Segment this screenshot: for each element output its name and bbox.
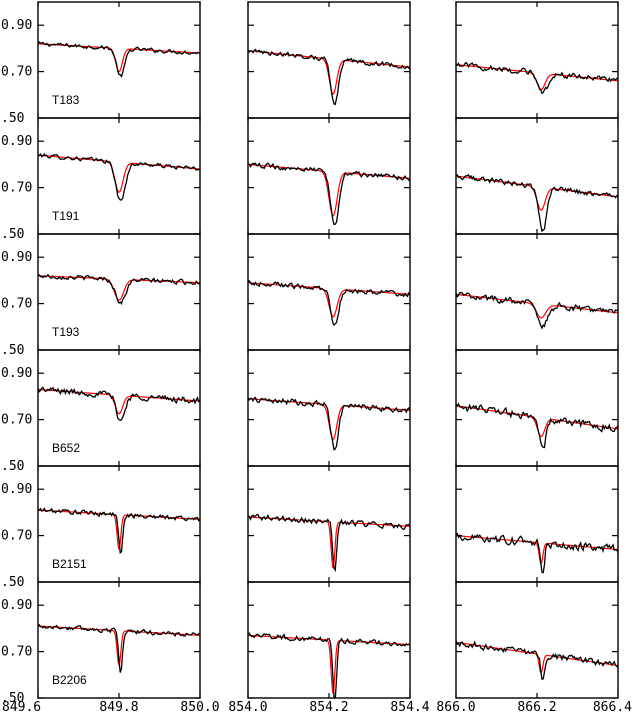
- y-tick-label: 0.70: [1, 181, 32, 196]
- model-line-B2151-col2: [248, 516, 410, 569]
- panel-B2151-col2: [247, 465, 411, 583]
- panel-T183-col2: [247, 1, 411, 119]
- observed-line-T183-col2: [248, 48, 410, 106]
- star-label-T191: T191: [52, 209, 80, 223]
- y-tick-label: .50: [1, 227, 24, 242]
- star-label-B2151: B2151: [52, 557, 87, 571]
- observed-line-T193-col3: [456, 291, 618, 330]
- observed-line-B2206-col2: [248, 632, 410, 698]
- y-tick-label: 0.70: [1, 65, 32, 80]
- x-tick-label: 854.0: [228, 700, 267, 715]
- model-line-B652-col3: [456, 405, 618, 438]
- observed-line-B2151-col2: [248, 513, 410, 573]
- y-tick-label: 0.90: [1, 18, 32, 33]
- panel-frame: [247, 1, 411, 119]
- panel-T193-col2: [247, 233, 411, 351]
- y-tick-label: 0.90: [1, 366, 32, 381]
- y-tick-label: 0.90: [1, 250, 32, 265]
- model-line-B2206-col2: [248, 634, 410, 694]
- observed-line-T191-col1: [38, 152, 200, 201]
- observed-line-B2206-col1: [38, 624, 200, 673]
- observed-line-T183-col3: [456, 61, 618, 95]
- x-tick-label: 849.6: [2, 700, 41, 715]
- panel-B2206-col3: [455, 581, 619, 699]
- star-label-T193: T193: [52, 325, 80, 339]
- x-tick-label: 866.2: [517, 700, 556, 715]
- observed-line-B652-col3: [456, 402, 618, 449]
- star-label-B652: B652: [52, 441, 80, 455]
- y-tick-label: 0.70: [1, 529, 32, 544]
- observed-line-B652-col1: [38, 386, 200, 421]
- panel-frame: [455, 349, 619, 467]
- y-tick-label: 0.90: [1, 134, 32, 149]
- panel-frame: [455, 465, 619, 583]
- x-tick-label: 854.2: [309, 700, 348, 715]
- y-tick-label: .50: [1, 691, 24, 706]
- panel-frame: [455, 1, 619, 119]
- panel-T183-col3: [455, 1, 619, 119]
- star-label-T183: T183: [52, 93, 80, 107]
- panel-B652-col3: [455, 349, 619, 467]
- star-label-B2206: B2206: [52, 673, 87, 687]
- y-tick-label: 0.70: [1, 297, 32, 312]
- model-line-T191-col1: [38, 154, 200, 193]
- panel-B2206-col2: [247, 581, 411, 699]
- panels-layer: [37, 1, 619, 699]
- y-tick-label: 0.90: [1, 482, 32, 497]
- panel-frame: [455, 581, 619, 699]
- observed-line-B2151-col1: [38, 507, 200, 555]
- observed-line-T191-col2: [248, 162, 410, 226]
- x-tick-label: 849.8: [99, 700, 138, 715]
- observed-line-B2206-col3: [456, 640, 618, 680]
- panel-B652-col2: [247, 349, 411, 467]
- model-line-T183-col1: [38, 43, 200, 73]
- y-tick-label: .50: [1, 459, 24, 474]
- observed-line-B2151-col3: [456, 532, 618, 574]
- x-tick-label: 866.4: [593, 700, 632, 715]
- panel-T191-col3: [455, 117, 619, 235]
- panel-frame: [455, 233, 619, 351]
- panel-B2151-col3: [455, 465, 619, 583]
- labels-layer: .50 0.70 0.90 T183 .50 0.70 0.90 T191 .50 0.70 0.9…: [1, 18, 632, 715]
- panel-T191-col2: [247, 117, 411, 235]
- y-tick-label: 0.70: [1, 645, 32, 660]
- y-tick-label: .50: [1, 111, 24, 126]
- observed-line-T193-col1: [38, 273, 200, 306]
- observed-line-B652-col2: [248, 396, 410, 451]
- y-tick-label: .50: [1, 575, 24, 590]
- y-tick-label: 0.70: [1, 413, 32, 428]
- x-tick-label: 866.0: [436, 700, 475, 715]
- panel-frame: [455, 117, 619, 235]
- observed-line-T183-col1: [38, 41, 200, 78]
- panel-B2151-col1: [37, 465, 201, 583]
- panel-B2206-col1: [37, 581, 201, 699]
- panel-T193-col3: [455, 233, 619, 351]
- x-tick-label: 854.4: [390, 700, 429, 715]
- y-tick-label: 0.90: [1, 598, 32, 613]
- y-tick-label: .50: [1, 343, 24, 358]
- x-tick-label: 850.0: [180, 700, 219, 715]
- observed-line-T191-col3: [456, 173, 618, 233]
- observed-line-T193-col2: [248, 279, 410, 327]
